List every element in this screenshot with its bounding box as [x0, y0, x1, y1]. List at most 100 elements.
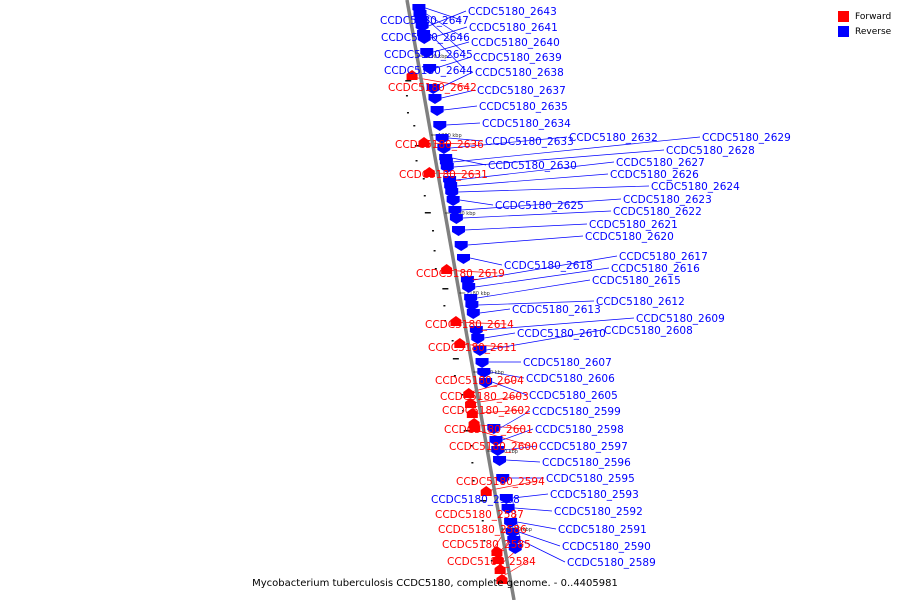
gene-label[interactable]: CCDC5180_2594 [456, 476, 545, 488]
gene-label[interactable]: CCDC5180_2589 [567, 557, 656, 569]
gene-label[interactable]: CCDC5180_2600 [449, 441, 538, 453]
gene-label[interactable]: CCDC5180_2644 [384, 65, 473, 77]
gene-feature[interactable] [496, 574, 508, 584]
gene-label[interactable]: CCDC5180_2642 [388, 82, 477, 94]
gene-feature[interactable] [471, 334, 485, 344]
gene-feature[interactable] [469, 326, 483, 336]
gene-label[interactable]: CCDC5180_2609 [636, 313, 725, 325]
gene-feature[interactable] [426, 84, 440, 94]
gene-label[interactable]: CCDC5180_2604 [435, 375, 524, 387]
gene-label[interactable]: CCDC5180_2592 [554, 506, 643, 518]
gene-feature[interactable] [450, 316, 462, 326]
gene-feature[interactable] [508, 544, 522, 554]
gene-label[interactable]: CCDC5180_2636 [395, 139, 484, 151]
gene-label[interactable]: CCDC5180_2584 [447, 556, 536, 568]
gene-feature[interactable] [475, 358, 489, 368]
gene-feature[interactable] [423, 64, 437, 74]
gene-label[interactable]: CCDC5180_2630 [488, 160, 577, 172]
gene-label[interactable]: CCDC5180_2632 [569, 132, 658, 144]
gene-feature[interactable] [489, 436, 503, 446]
gene-label[interactable]: CCDC5180_2635 [479, 101, 568, 113]
gene-feature[interactable] [430, 106, 444, 116]
gene-label[interactable]: CCDC5180_2619 [416, 268, 505, 280]
gene-label[interactable]: CCDC5180_2647 [380, 15, 469, 27]
gene-feature[interactable] [496, 474, 510, 484]
gene-label[interactable]: CCDC5180_2640 [471, 37, 560, 49]
gene-label[interactable]: CCDC5180_2639 [473, 52, 562, 64]
gene-label[interactable]: CCDC5180_2621 [589, 219, 678, 231]
gene-label[interactable]: CCDC5180_2625 [495, 200, 584, 212]
gene-label[interactable]: CCDC5180_2614 [425, 319, 514, 331]
gene-label[interactable]: CCDC5180_2617 [619, 251, 708, 263]
gene-label[interactable]: CCDC5180_2585 [442, 539, 531, 551]
gene-label[interactable]: CCDC5180_2612 [596, 296, 685, 308]
gene-label[interactable]: CCDC5180_2597 [539, 441, 628, 453]
gene-label[interactable]: CCDC5180_2616 [611, 263, 700, 275]
gene-label[interactable]: CCDC5180_2643 [468, 6, 557, 18]
gene-label[interactable]: CCDC5180_2588 [431, 494, 520, 506]
gene-label[interactable]: CCDC5180_2599 [532, 406, 621, 418]
gene-label[interactable]: CCDC5180_2622 [613, 206, 702, 218]
gene-label[interactable]: CCDC5180_2587 [435, 509, 524, 521]
gene-feature[interactable] [445, 188, 459, 198]
gene-feature[interactable] [433, 121, 447, 131]
gene-label[interactable]: CCDC5180_2608 [604, 325, 693, 337]
gene-label[interactable]: CCDC5180_2633 [485, 136, 574, 148]
gene-feature[interactable] [507, 536, 521, 546]
gene-feature[interactable] [462, 283, 476, 293]
gene-feature[interactable] [420, 48, 434, 58]
gene-feature[interactable] [449, 214, 463, 224]
gene-feature[interactable] [480, 486, 492, 496]
gene-feature[interactable] [437, 144, 451, 154]
gene-feature[interactable] [487, 424, 501, 434]
gene-feature[interactable] [435, 134, 449, 144]
gene-feature[interactable] [501, 504, 515, 514]
gene-feature[interactable] [466, 309, 480, 319]
gene-feature[interactable] [491, 546, 503, 556]
gene-feature[interactable] [417, 34, 431, 44]
gene-feature[interactable] [463, 388, 475, 398]
gene-label[interactable]: CCDC5180_2593 [550, 489, 639, 501]
gene-label[interactable]: CCDC5180_2605 [529, 390, 618, 402]
gene-label[interactable]: CCDC5180_2610 [517, 328, 606, 340]
gene-label[interactable]: CCDC5180_2641 [469, 22, 558, 34]
gene-feature[interactable] [454, 241, 468, 251]
gene-feature[interactable] [406, 70, 418, 80]
gene-label[interactable]: CCDC5180_2638 [475, 67, 564, 79]
gene-feature[interactable] [504, 518, 518, 528]
gene-feature[interactable] [465, 301, 479, 311]
gene-label[interactable]: CCDC5180_2595 [546, 473, 635, 485]
gene-label[interactable]: CCDC5180_2628 [666, 145, 755, 157]
gene-label[interactable]: CCDC5180_2603 [440, 391, 529, 403]
gene-label[interactable]: CCDC5180_2611 [428, 342, 517, 354]
gene-feature[interactable] [415, 22, 429, 32]
gene-feature[interactable] [423, 167, 435, 177]
gene-feature[interactable] [418, 137, 430, 147]
gene-feature[interactable] [457, 254, 471, 264]
gene-label[interactable]: CCDC5180_2598 [535, 424, 624, 436]
gene-feature[interactable] [441, 264, 453, 274]
gene-label[interactable]: CCDC5180_2629 [702, 132, 791, 144]
gene-label[interactable]: CCDC5180_2646 [381, 32, 470, 44]
gene-feature[interactable] [428, 94, 442, 104]
gene-label[interactable]: CCDC5180_2623 [623, 194, 712, 206]
gene-feature[interactable] [479, 378, 493, 388]
gene-feature[interactable] [440, 163, 454, 173]
gene-label[interactable]: CCDC5180_2634 [482, 118, 571, 130]
gene-label[interactable]: CCDC5180_2615 [592, 275, 681, 287]
gene-feature[interactable] [477, 368, 491, 378]
gene-feature[interactable] [473, 346, 487, 356]
gene-feature[interactable] [448, 206, 462, 216]
gene-label[interactable]: CCDC5180_2620 [585, 231, 674, 243]
gene-label[interactable]: CCDC5180_2627 [616, 157, 705, 169]
gene-feature[interactable] [499, 494, 513, 504]
gene-label[interactable]: CCDC5180_2645 [384, 49, 473, 61]
gene-feature[interactable] [492, 554, 504, 564]
gene-feature[interactable] [491, 446, 505, 456]
gene-label[interactable]: CCDC5180_2606 [526, 373, 615, 385]
gene-feature[interactable] [493, 456, 507, 466]
gene-label[interactable]: CCDC5180_2596 [542, 457, 631, 469]
gene-feature[interactable] [466, 408, 478, 418]
gene-label[interactable]: CCDC5180_2591 [558, 524, 647, 536]
gene-label[interactable]: CCDC5180_2607 [523, 357, 612, 369]
